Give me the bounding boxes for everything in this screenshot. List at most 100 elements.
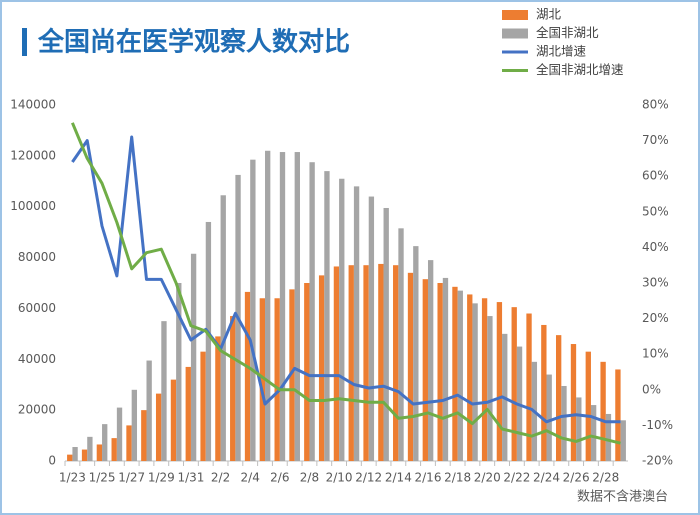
bar: [452, 286, 458, 461]
x-tick-label: 2/16: [415, 471, 442, 485]
bar: [541, 324, 547, 461]
bar: [289, 289, 295, 461]
bar: [309, 162, 315, 461]
y-tick-label: 60000: [18, 301, 56, 315]
bar: [378, 263, 384, 461]
bar: [422, 279, 428, 461]
y-tick-label: 80000: [18, 250, 56, 264]
bar: [200, 351, 206, 461]
bar: [496, 302, 503, 461]
y2-tick-label: -20%: [642, 454, 673, 468]
bar: [472, 303, 478, 461]
bar: [600, 361, 606, 461]
legend-label: 湖北增速: [536, 44, 587, 59]
bar: [190, 253, 197, 461]
bar: [96, 444, 103, 461]
bar: [67, 454, 73, 461]
bar: [555, 335, 562, 461]
x-tick-label: 1/31: [177, 471, 204, 485]
bar: [576, 397, 582, 461]
x-tick-label: 2/28: [592, 471, 619, 485]
y-tick-label: 20000: [18, 403, 56, 417]
bar: [561, 385, 567, 461]
bar: [407, 272, 414, 461]
bar: [383, 207, 389, 461]
bar: [250, 159, 256, 461]
x-tick-label: 1/25: [89, 471, 116, 485]
x-tick-label: 2/12: [355, 471, 382, 485]
bar: [457, 290, 463, 461]
bar: [427, 260, 434, 461]
legend-swatch: [502, 28, 528, 39]
bar: [526, 313, 532, 461]
bar: [111, 438, 117, 461]
line: [71, 122, 621, 445]
line: [71, 135, 621, 424]
bar: [146, 360, 152, 461]
x-tick-label: 2/2: [211, 471, 230, 485]
bar: [481, 298, 488, 461]
bar: [487, 316, 493, 461]
bar: [259, 298, 266, 461]
bar: [131, 389, 138, 461]
bar: [368, 196, 375, 462]
bar: [185, 366, 191, 461]
bar: [339, 178, 345, 461]
legend-label: 湖北: [536, 7, 562, 22]
legend-swatch: [502, 10, 528, 20]
note: 数据不含港澳台: [577, 489, 668, 505]
y2-tick-label: 30%: [642, 276, 669, 290]
bar: [81, 449, 88, 461]
bar: [393, 265, 399, 461]
bar: [348, 265, 354, 461]
bar: [72, 447, 78, 461]
bar: [215, 336, 221, 461]
bar: [274, 298, 280, 461]
bar: [413, 246, 419, 461]
bar: [467, 294, 473, 461]
legend-label: 全国非湖北: [536, 25, 599, 40]
bar: [442, 277, 449, 461]
bar: [294, 152, 300, 462]
bar: [605, 413, 612, 461]
x-tick-label: 2/4: [241, 471, 260, 485]
y-tick-label: 100000: [10, 199, 56, 213]
bar: [304, 283, 310, 461]
y-tick-label: 140000: [10, 98, 56, 112]
bar: [126, 425, 132, 461]
bar: [244, 291, 251, 461]
bar: [176, 283, 182, 461]
bar: [324, 171, 330, 461]
bar: [265, 150, 271, 461]
bar: [353, 186, 360, 461]
bar: [570, 344, 577, 461]
x-tick-label: 2/14: [385, 471, 412, 485]
x-tick-label: 2/20: [474, 471, 501, 485]
x-tick-label: 2/10: [326, 471, 353, 485]
bar: [363, 265, 369, 461]
x-tick-label: 2/22: [503, 471, 530, 485]
bar: [141, 410, 147, 461]
x-tick-label: 1/27: [118, 471, 145, 485]
x-tick-label: 1/23: [59, 471, 86, 485]
bar: [205, 221, 212, 461]
bar: [116, 407, 123, 461]
y-tick-label: 0: [48, 454, 56, 468]
y2-tick-label: 10%: [642, 347, 669, 361]
bar: [398, 228, 404, 461]
y2-tick-label: 60%: [642, 169, 669, 183]
bar: [511, 307, 517, 461]
legend-label: 全国非湖北增速: [536, 62, 624, 77]
y2-tick-label: 40%: [642, 240, 669, 254]
x-tick-label: 2/6: [270, 471, 289, 485]
y2-tick-label: 70%: [642, 133, 669, 147]
bar: [170, 379, 177, 461]
bar: [585, 351, 591, 461]
y2-tick-label: -10%: [642, 418, 673, 432]
bar: [279, 152, 286, 462]
x-tick-label: 2/26: [563, 471, 590, 485]
title-bar: [22, 28, 27, 56]
bar: [155, 393, 162, 461]
